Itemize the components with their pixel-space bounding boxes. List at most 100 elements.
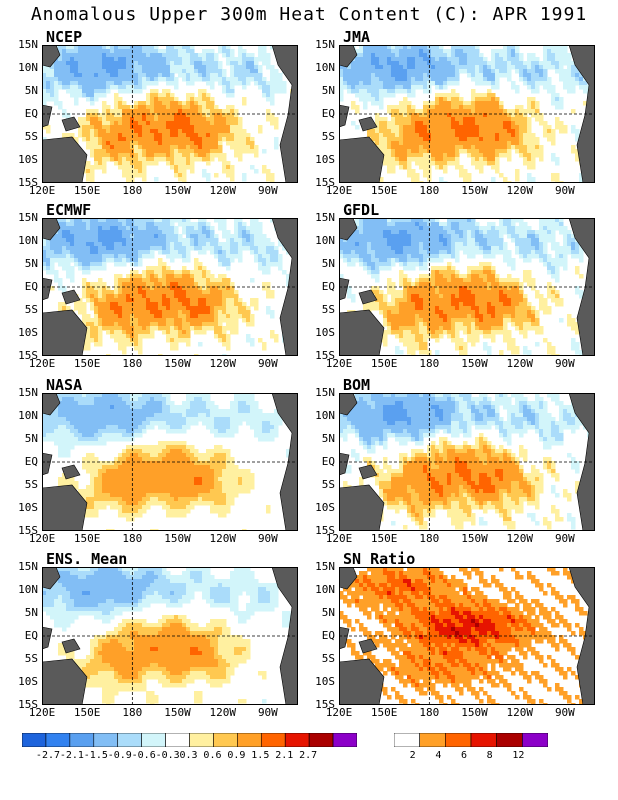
grid-cell [467,61,472,66]
grid-cell [250,242,255,247]
grid-cell [254,226,259,231]
grid-cell [459,230,464,235]
grid-cell [114,318,119,323]
grid-cell [206,73,211,78]
grid-cell [150,234,155,239]
grid-cell [110,77,115,82]
grid-cell [226,278,231,283]
grid-cell [499,49,504,54]
grid-cell [567,242,572,247]
grid-cell [471,73,476,78]
grid-cell [110,145,115,150]
grid-cell [210,294,215,299]
grid-cell [483,226,488,231]
grid-cell [174,65,179,70]
grid-cell [459,129,464,134]
grid-cell [519,57,524,62]
grid-cell [491,161,496,166]
grid-cell [515,85,520,90]
grid-cell [226,53,231,58]
grid-cell [182,73,187,78]
grid-cell [250,141,255,146]
grid-cell [391,258,396,263]
grid-cell [543,73,548,78]
grid-cell [134,169,139,174]
grid-cell [431,242,436,247]
grid-cell [262,258,267,263]
grid-cell [194,137,199,142]
grid-cell [190,165,195,170]
grid-cell [110,234,115,239]
grid-cell [411,121,416,126]
grid-cell [547,125,552,130]
grid-cell [138,141,143,146]
grid-cell [138,322,143,327]
grid-cell [363,105,368,110]
grid-cell [194,302,199,307]
grid-cell [355,250,360,255]
grid-cell [66,69,71,74]
grid-cell [234,222,239,227]
grid-cell [126,57,131,62]
grid-cell [202,306,207,311]
grid-cell [266,173,271,178]
grid-cell [515,234,520,239]
grid-cell [379,81,384,86]
grid-cell [214,242,219,247]
grid-cell [82,57,87,62]
y-tick-label: 10S [18,153,38,166]
grid-cell [435,113,440,118]
grid-cell [479,145,484,150]
grid-cell [363,93,368,98]
grid-cell [122,129,127,134]
grid-cell [371,234,376,239]
grid-cell [491,73,496,78]
grid-cell [467,65,472,70]
grid-cell [154,298,159,303]
grid-cell [475,125,480,130]
grid-cell [102,298,107,303]
grid-cell [218,246,223,251]
grid-cell [118,234,123,239]
grid-cell [551,218,556,223]
grid-cell [375,117,380,122]
grid-cell [551,129,556,134]
grid-cell [567,85,572,90]
grid-cell [102,105,107,110]
grid-cell [110,306,115,311]
grid-cell [114,286,119,291]
grid-cell [367,73,372,78]
grid-cell [266,97,271,102]
grid-cell [226,286,231,291]
grid-cell [262,165,267,170]
grid-cell [242,77,247,82]
grid-cell [154,218,159,223]
grid-cell [483,254,488,259]
grid-cell [182,53,187,58]
grid-cell [499,101,504,106]
grid-cell [246,314,251,319]
grid-cell [102,49,107,54]
grid-cell [118,77,123,82]
grid-cell [214,137,219,142]
grid-cell [178,173,183,178]
grid-cell [238,81,243,86]
grid-cell [387,222,392,227]
grid-cell [483,230,488,235]
grid-cell [407,238,412,243]
grid-cell [146,45,151,50]
grid-cell [563,61,568,66]
grid-cell [206,234,211,239]
y-tick-label: 15N [18,211,38,224]
grid-cell [202,145,207,150]
grid-cell [523,121,528,126]
grid-cell [531,53,536,58]
grid-cell [507,153,512,158]
grid-cell [447,113,452,118]
grid-cell [130,137,135,142]
grid-cell [182,230,187,235]
grid-cell [515,133,520,138]
grid-cell [150,322,155,327]
grid-cell [190,169,195,174]
grid-cell [399,45,404,50]
